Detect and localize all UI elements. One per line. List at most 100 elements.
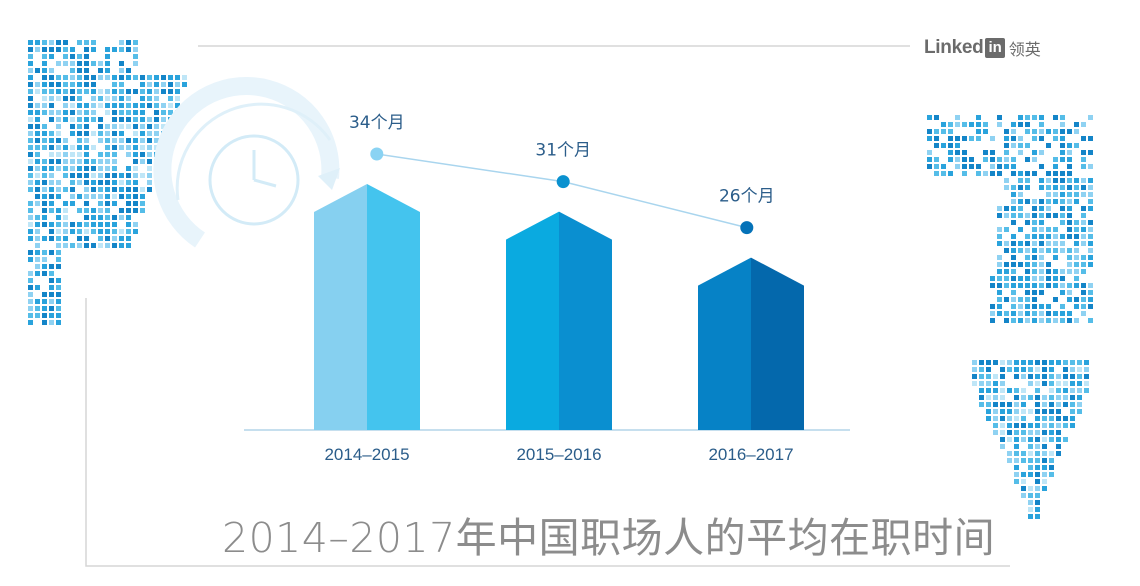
map-dot (1070, 395, 1075, 400)
map-dot (955, 164, 960, 169)
map-dot (1060, 234, 1065, 239)
map-dot (84, 40, 89, 45)
map-dot (1046, 171, 1051, 176)
map-dot (1063, 360, 1068, 365)
map-dot (42, 40, 47, 45)
map-dot (28, 320, 33, 325)
map-dot (1028, 395, 1033, 400)
map-dot (35, 264, 40, 269)
map-dot (42, 320, 47, 325)
map-dot (1053, 318, 1058, 323)
map-dot (84, 61, 89, 66)
map-dot (1011, 297, 1016, 302)
map-dot (84, 166, 89, 171)
map-dot (1025, 213, 1030, 218)
map-dot (1011, 185, 1016, 190)
map-dot (1088, 297, 1093, 302)
map-dot (35, 236, 40, 241)
map-dot (42, 264, 47, 269)
map-dot (1028, 451, 1033, 456)
map-dot (119, 68, 124, 73)
map-dot (140, 103, 145, 108)
map-dot (1014, 451, 1019, 456)
map-dot (105, 68, 110, 73)
map-dot (1074, 262, 1079, 267)
map-dot (1018, 178, 1023, 183)
map-dot (955, 115, 960, 120)
map-dot (1067, 171, 1072, 176)
map-dot (1018, 311, 1023, 316)
map-dot (147, 166, 152, 171)
map-dot (35, 124, 40, 129)
map-dot (98, 166, 103, 171)
map-dot (161, 75, 166, 80)
map-dot (1007, 402, 1012, 407)
map-dot (70, 229, 75, 234)
map-dot (1011, 220, 1016, 225)
map-dot (133, 166, 138, 171)
map-dot (42, 257, 47, 262)
map-dot (133, 40, 138, 45)
map-dot (1070, 367, 1075, 372)
map-dot (1074, 304, 1079, 309)
map-dot (140, 96, 145, 101)
map-dot (1060, 220, 1065, 225)
map-dot (1021, 479, 1026, 484)
map-dot (35, 243, 40, 248)
map-dot (1060, 129, 1065, 134)
map-dot (91, 222, 96, 227)
map-dot (1011, 192, 1016, 197)
map-dot (84, 194, 89, 199)
map-dot (35, 82, 40, 87)
map-dot (1035, 430, 1040, 435)
map-dot (49, 236, 54, 241)
map-dot (997, 283, 1002, 288)
map-dot (147, 138, 152, 143)
map-dot (1088, 255, 1093, 260)
map-dot (91, 117, 96, 122)
map-dot (990, 150, 995, 155)
map-dot (1032, 248, 1037, 253)
map-dot (927, 164, 932, 169)
map-dot (105, 145, 110, 150)
x-tick-label: 2015–2016 (516, 445, 601, 464)
map-dot (119, 131, 124, 136)
map-dot (1028, 444, 1033, 449)
map-dot (1000, 374, 1005, 379)
map-dot (175, 103, 180, 108)
map-dot (1067, 178, 1072, 183)
map-dot (133, 173, 138, 178)
map-dot (1007, 367, 1012, 372)
map-dot (1032, 318, 1037, 323)
map-dot (140, 138, 145, 143)
map-dot (56, 285, 61, 290)
map-dot (1060, 143, 1065, 148)
map-dot (997, 213, 1002, 218)
map-dot (1081, 241, 1086, 246)
map-dot (49, 299, 54, 304)
map-dot (35, 47, 40, 52)
map-dot (1046, 192, 1051, 197)
map-dot (140, 187, 145, 192)
map-dot (1039, 129, 1044, 134)
map-dot (986, 381, 991, 386)
map-dot (986, 416, 991, 421)
map-dot (1088, 283, 1093, 288)
map-dot (1046, 227, 1051, 232)
map-dot (1046, 143, 1051, 148)
map-dot (1021, 472, 1026, 477)
map-dot (1060, 283, 1065, 288)
map-dot (997, 311, 1002, 316)
map-dot (84, 75, 89, 80)
map-dot (84, 103, 89, 108)
map-dot (42, 47, 47, 52)
map-dot (1007, 409, 1012, 414)
map-dot (1067, 206, 1072, 211)
map-dot (1039, 304, 1044, 309)
map-dot (112, 82, 117, 87)
map-dot (28, 75, 33, 80)
map-dot (56, 194, 61, 199)
map-dot (1021, 388, 1026, 393)
map-dot (1053, 178, 1058, 183)
map-dot (168, 75, 173, 80)
